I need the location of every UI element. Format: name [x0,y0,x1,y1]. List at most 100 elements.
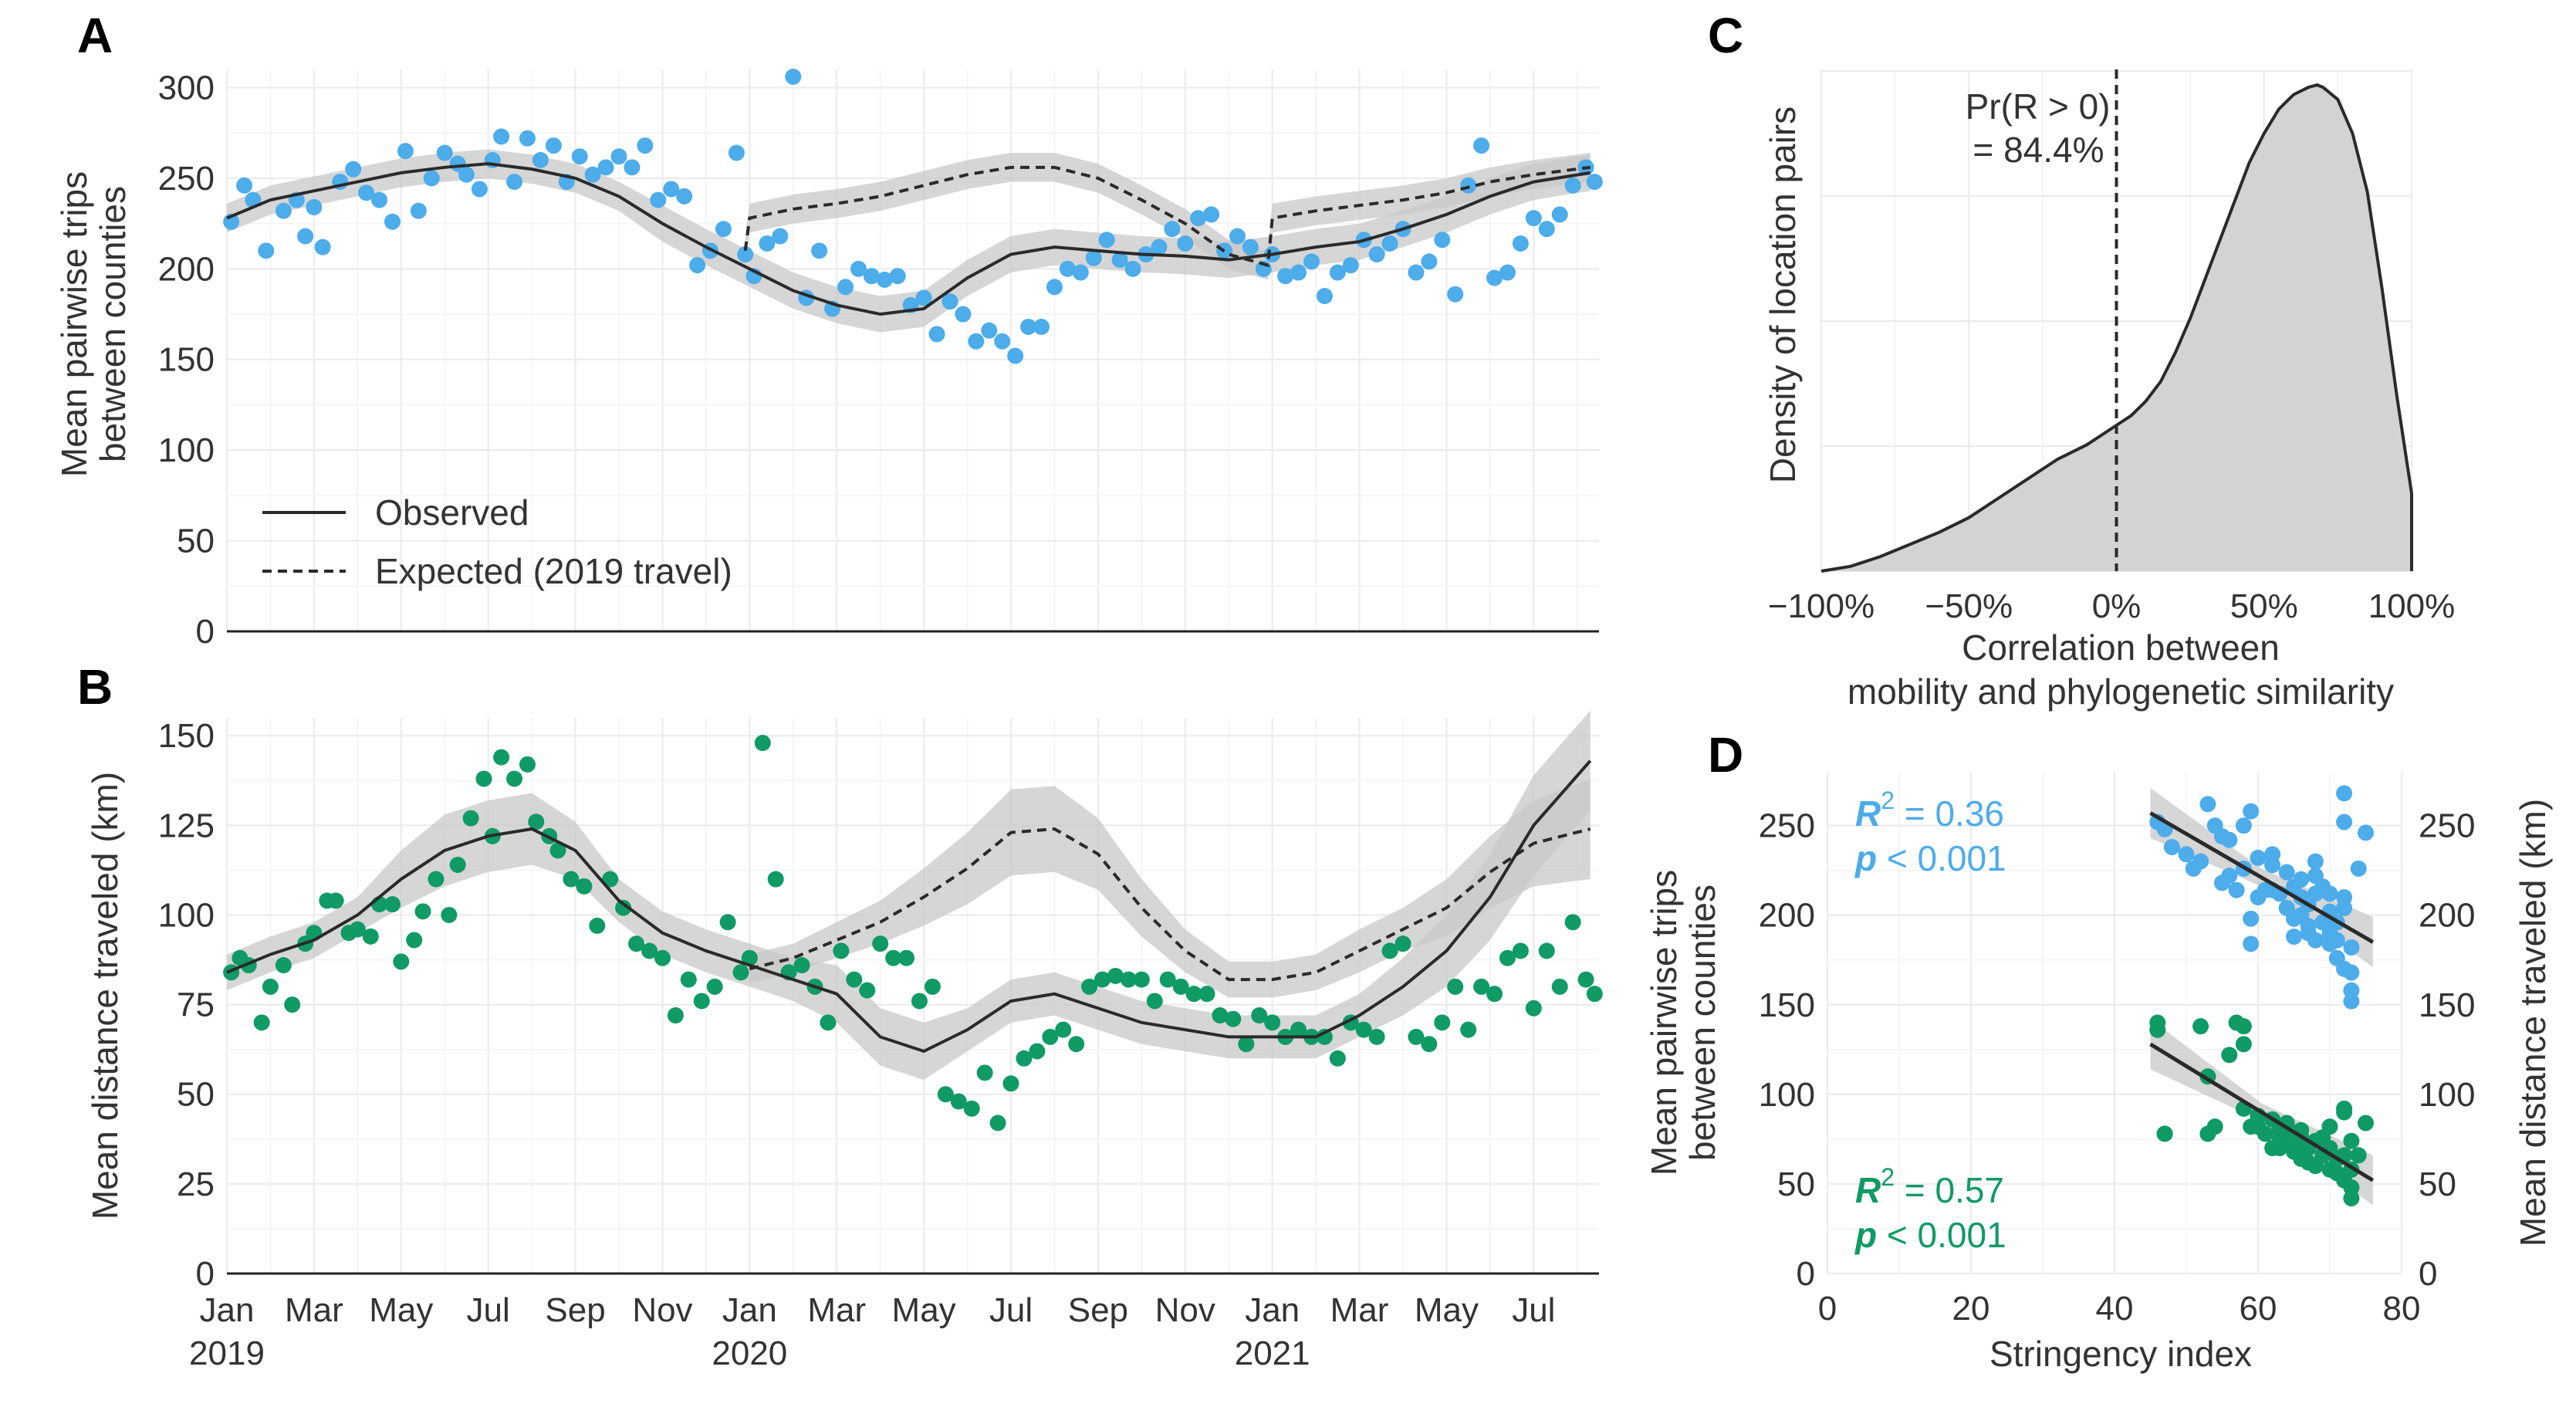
data-point [793,957,810,974]
panel-a-chart: 0 50 100 150 200 250 300 Mean pairwise trips b… [54,68,1603,651]
panel-b-y-label: Mean distance traveled (km) [85,772,125,1219]
data-point [1198,986,1215,1003]
x-tick-label: May [369,1291,433,1329]
data-point [1586,986,1603,1003]
data-point [1225,1010,1242,1027]
data-point [589,917,606,934]
legend-observed-label: Observed [375,492,529,533]
y-tick-left: 50 [1777,1165,1815,1203]
data-point [785,68,802,85]
data-point [706,978,723,995]
panel-d-y-ticks: 0 0 50 50 100 100 150 150 200 200 250 250 [1759,807,2476,1293]
data-point [297,228,314,245]
data-point [937,1086,954,1103]
x-tick-year: 2020 [712,1335,787,1372]
data-point [384,896,401,913]
data-point [384,213,401,230]
data-point [1329,264,1346,281]
data-point-trips [2221,868,2238,885]
data-point [680,971,697,988]
data-point [989,1115,1006,1132]
ribbon-observed [227,149,1591,333]
y-tick-label: 150 [158,717,215,755]
data-point [955,306,972,323]
data-point [950,1093,967,1110]
fit-line-trips [2149,811,2375,944]
distance-p-symbol: p [1854,1215,1877,1255]
data-point [1177,235,1194,252]
data-point [833,942,850,959]
x-tick-label: 20 [1952,1290,1990,1328]
panel-d-distance-p: p < 0.001 [1854,1215,2006,1255]
data-point [1564,177,1581,194]
distance-r2-symbol: R [1855,1170,1881,1210]
x-tick-label: Jan [200,1291,255,1329]
y-tick-label: 75 [177,986,215,1024]
data-point [519,756,536,773]
data-point-distance [2350,1147,2367,1164]
distance-r2-value: = 0.57 [1895,1170,2004,1210]
data-point [846,971,863,988]
x-tick-label: 50% [2230,587,2298,625]
data-point [1538,942,1555,959]
data-point-trips [2336,814,2353,830]
x-tick-label: Jan [722,1291,777,1329]
data-point [571,148,588,165]
data-point [737,246,754,263]
data-point-trips [2228,881,2245,898]
panel-c-y-label: Density of location pairs [1763,107,1803,483]
data-point [1172,978,1189,995]
y-tick-label: 0 [196,613,215,651]
data-point [1059,260,1076,277]
data-point [1421,1036,1438,1053]
data-point [963,1100,980,1117]
x-tick-label: Nov [632,1291,692,1329]
data-point [1499,264,1516,281]
data-point [284,996,301,1013]
data-point [1133,971,1150,988]
data-point [1512,942,1529,959]
data-point [719,914,736,931]
ribbon-expected [749,778,1591,998]
data-point [767,871,784,888]
data-point [859,982,876,999]
data-point [1229,228,1246,245]
x-tick-label: Sep [545,1291,605,1329]
data-point [549,842,566,859]
data-point [1577,971,1594,988]
panel-d-trips-p: p < 0.001 [1854,838,2006,878]
data-point [968,333,985,350]
data-point [519,130,536,147]
data-point-trips [2250,849,2267,866]
data-point [428,871,445,888]
x-tick-label: Mar [285,1291,343,1329]
x-tick-label: Jul [989,1291,1033,1329]
legend-expected-label: Expected (2019 travel) [375,551,732,591]
data-point-trips [2235,817,2252,834]
data-point [941,293,958,310]
x-tick-label: Nov [1155,1291,1215,1329]
x-tick-label: Mar [1330,1291,1389,1329]
data-point [1290,264,1307,281]
y-tick-left: 150 [1759,986,1815,1024]
x-tick-label: 0% [2092,587,2142,625]
y-tick-label: 100 [158,896,215,934]
data-point [1068,1036,1085,1053]
data-point [1081,978,1098,995]
panel-a-points [223,68,1603,364]
x-tick-label: 80 [2383,1290,2421,1328]
data-point-trips [2293,907,2310,924]
data-point-trips [2286,929,2302,945]
data-point [924,978,941,995]
data-point [689,257,706,274]
data-point-distance [2257,1125,2273,1142]
data-point [1499,949,1516,966]
data-point-distance [2336,1104,2353,1121]
data-point-trips [2199,796,2216,813]
data-point [493,749,510,766]
data-point [1277,268,1294,285]
data-point-trips [2343,993,2360,1010]
data-point [663,181,680,198]
